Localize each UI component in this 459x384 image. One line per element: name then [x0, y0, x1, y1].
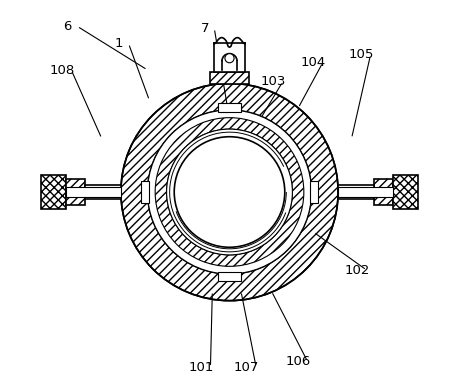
- Text: 103: 103: [261, 75, 286, 88]
- Bar: [338, 185, 375, 199]
- Bar: [338, 187, 393, 197]
- Circle shape: [225, 54, 234, 63]
- Text: 107: 107: [234, 361, 259, 374]
- Bar: [218, 103, 241, 112]
- Text: 101: 101: [188, 361, 213, 374]
- Bar: [393, 175, 418, 209]
- Text: 102: 102: [345, 264, 370, 276]
- Circle shape: [167, 129, 292, 255]
- Text: 104: 104: [301, 56, 326, 69]
- Bar: [140, 180, 149, 204]
- Bar: [66, 187, 121, 197]
- Bar: [214, 43, 245, 72]
- Bar: [66, 179, 84, 205]
- Text: 6: 6: [63, 20, 72, 33]
- Bar: [84, 185, 121, 199]
- Wedge shape: [155, 118, 304, 266]
- Text: 105: 105: [348, 48, 374, 61]
- Wedge shape: [121, 83, 338, 301]
- Text: 108: 108: [49, 63, 74, 76]
- Bar: [218, 272, 241, 281]
- Bar: [310, 180, 319, 204]
- Text: 1: 1: [115, 37, 123, 50]
- Bar: [375, 179, 393, 205]
- Text: 106: 106: [285, 355, 311, 368]
- Text: 7: 7: [201, 22, 209, 35]
- Circle shape: [174, 137, 285, 247]
- Circle shape: [147, 110, 312, 274]
- Bar: [210, 72, 249, 84]
- Bar: [41, 175, 66, 209]
